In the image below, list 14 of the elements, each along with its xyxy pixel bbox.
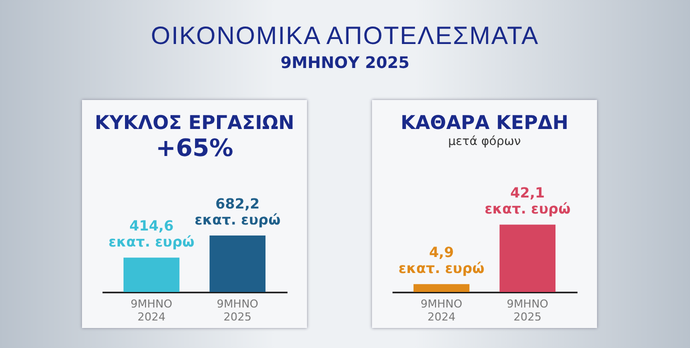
chart-title: ΚΥΚΛΟΣ ΕΡΓΑΣΙΩΝ <box>94 112 296 134</box>
x-tick-label: 9ΜΗΝΟ 2024 <box>420 298 463 324</box>
x-tick-label: 9ΜΗΝΟ 2024 <box>130 298 173 324</box>
data-label: 4,9 εκατ. ευρώ <box>398 245 484 278</box>
x-tick-label: 9ΜΗΝΟ 2025 <box>216 298 259 324</box>
data-label: 682,2 εκατ. ευρώ <box>194 196 280 228</box>
chart-title: ΚΑΘΑΡΑ ΚΕΡΔΗ <box>400 112 570 134</box>
text: ΟΙΚΟΝΟΜΙΚΑ ΑΠΟΤΕΛΕΣΜΑΤΑ <box>150 22 540 51</box>
text: +65% <box>154 134 234 162</box>
data-label: 414,6 εκατ. ευρώ <box>108 218 194 251</box>
x-tick-label: 9ΜΗΝΟ 2025 <box>506 298 549 324</box>
text: 9ΜΗΝΟΥ 2025 <box>279 53 411 72</box>
data-label: 42,1 εκατ. ευρώ <box>484 186 570 218</box>
chart-subtitle: μετά φόρων <box>447 134 522 148</box>
